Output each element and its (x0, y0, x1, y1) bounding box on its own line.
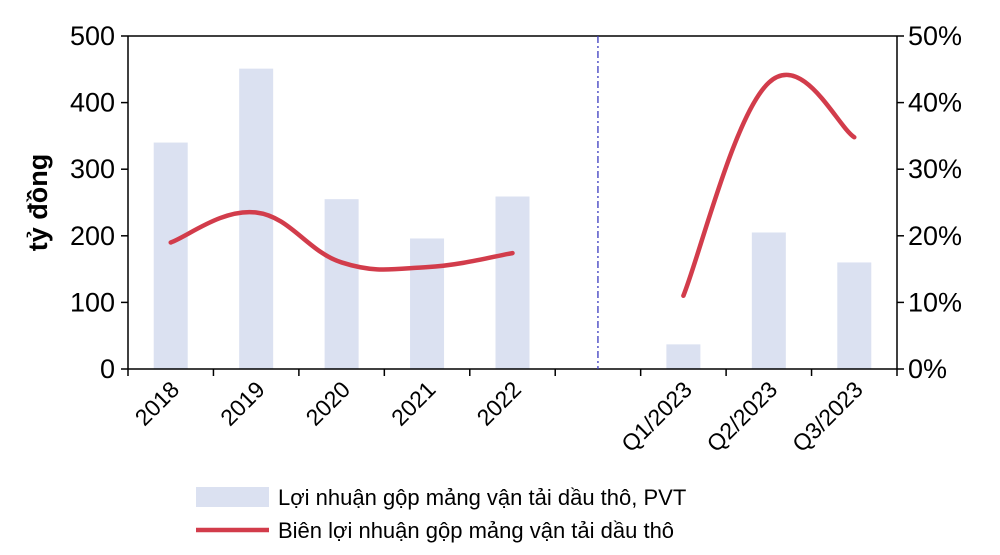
x-tick-label: 2018 (130, 376, 185, 431)
x-tick-label: Q3/2023 (787, 376, 868, 457)
bar-Q2/2023 (751, 232, 786, 369)
bar-2018 (153, 142, 188, 369)
y-axis-title: tỷ đồng (23, 154, 53, 251)
legend-bar-label: Lợi nhuận gộp mảng vận tải dầu thô, PVT (278, 485, 686, 510)
y-tick-label: 400 (70, 88, 115, 118)
y-tick-label: 100 (70, 287, 115, 317)
y2-tick-label: 20% (908, 221, 962, 251)
y-tick-label: 300 (70, 154, 115, 184)
y2-tick-label: 50% (908, 21, 962, 51)
line-series (168, 72, 857, 298)
y-tick-label: 0 (100, 354, 115, 384)
bar-2019 (239, 68, 274, 369)
margin-line-segment (168, 209, 515, 272)
bar-2021 (410, 238, 445, 369)
y2-tick-label: 0% (908, 354, 947, 384)
y2-tick-label: 30% (908, 154, 962, 184)
y2-tick-label: 40% (908, 88, 962, 118)
bar-Q1/2023 (666, 344, 701, 369)
x-tick-label: 2022 (471, 376, 526, 431)
x-tick-label: 2020 (301, 376, 356, 431)
y-tick-label: 500 (70, 21, 115, 51)
x-tick-label: 2021 (386, 376, 441, 431)
y2-tick-label: 10% (908, 287, 962, 317)
bar-2020 (324, 199, 359, 369)
legend-line-label: Biên lợi nhuận gộp mảng vận tải dầu thô (278, 518, 674, 543)
axes (127, 35, 898, 370)
y-tick-label: 200 (70, 221, 115, 251)
margin-line-segment (681, 72, 857, 298)
bar-Q3/2023 (837, 262, 872, 369)
y-tick-labels: 0 100 200 300 400 500 (70, 21, 115, 384)
axis-ticks (121, 35, 904, 376)
x-tick-label: Q2/2023 (702, 376, 783, 457)
x-tick-label: Q1/2023 (616, 376, 697, 457)
x-tick-label: 2019 (215, 376, 270, 431)
legend: Lợi nhuận gộp mảng vận tải dầu thô, PVT … (196, 485, 686, 543)
legend-bar-swatch (196, 487, 269, 507)
y2-tick-labels: 0% 10% 20% 30% 40% 50% (908, 21, 962, 384)
bar-series (153, 68, 872, 369)
x-tick-labels: 2018 2019 2020 2021 2022 Q1/2023 Q2/2023 Q3/202… (130, 376, 868, 457)
bar-2022 (495, 196, 530, 369)
